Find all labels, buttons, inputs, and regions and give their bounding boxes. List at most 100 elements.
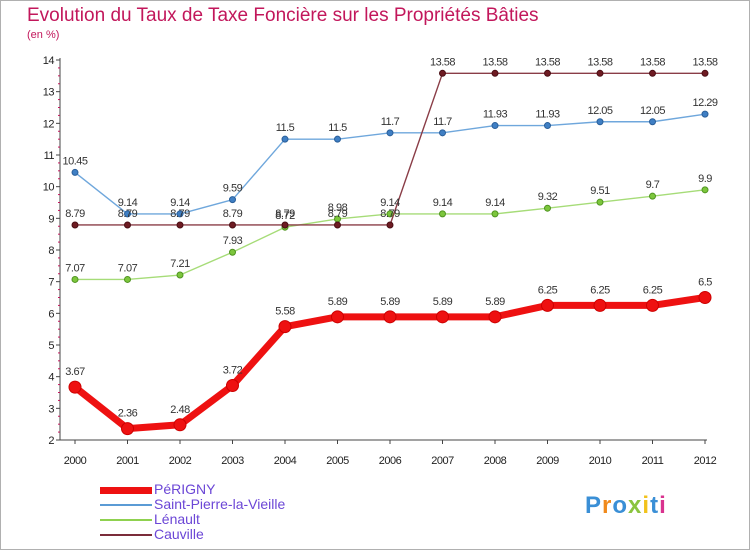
x-tick-label: 2009: [536, 455, 559, 467]
x-tick-label: 2008: [484, 455, 507, 467]
data-point-cauville: [544, 69, 551, 77]
y-tick-label: 7: [48, 277, 54, 289]
data-point-cauville: [281, 221, 289, 229]
data-label-saint-pierre-la-vieille: 12.29: [692, 97, 717, 109]
data-label-saint-pierre-la-vieille: 9.14: [170, 197, 190, 209]
legend-swatch-cauville: [100, 534, 152, 536]
data-label-lenault: 9.14: [380, 197, 400, 209]
data-label-lenault: 9.7: [646, 179, 660, 191]
data-label-cauville: 13.58: [692, 56, 717, 68]
data-label-cauville: 13.58: [640, 56, 665, 68]
data-label-lenault: 8.72: [275, 210, 295, 222]
data-label-cauville: 8.79: [118, 208, 138, 220]
data-point-perigny: [278, 320, 292, 334]
legend-swatch-perigny: [100, 487, 152, 494]
legend-swatch-lenault: [100, 519, 152, 521]
data-label-perigny: 5.58: [275, 306, 295, 318]
data-label-lenault: 9.14: [485, 197, 505, 209]
legend-swatch-saint-pierre: [100, 504, 152, 506]
logo-letter: P: [585, 492, 603, 519]
data-label-cauville: 13.58: [430, 56, 455, 68]
y-tick-label: 2: [48, 435, 54, 447]
legend-label: Lénault: [154, 511, 200, 527]
data-point-perigny: [646, 298, 659, 312]
data-point-cauville: [176, 221, 184, 229]
x-tick-label: 2010: [589, 455, 612, 467]
data-label-cauville: 8.79: [380, 208, 400, 220]
data-label-saint-pierre-la-vieille: 9.59: [223, 183, 243, 195]
x-tick-label: 2004: [274, 455, 297, 467]
data-label-lenault: 7.21: [170, 258, 190, 270]
data-point-saint-pierre-la-vieille: [439, 129, 446, 137]
y-tick-label: 14: [43, 55, 55, 67]
data-label-perigny: 2.48: [170, 404, 190, 416]
data-labels: 10.45 9.14 9.14 9.59 11.5 11.5 11.7 11.7 11.93 11…: [62, 56, 718, 420]
data-point-saint-pierre-la-vieille: [176, 210, 184, 218]
data-label-lenault: 7.07: [65, 262, 85, 274]
x-tick-label: 2000: [64, 455, 87, 467]
data-point-perigny: [121, 422, 134, 436]
data-point-saint-pierre-la-vieille: [386, 129, 394, 137]
data-label-cauville: 13.58: [535, 56, 560, 68]
data-label-cauville: 13.58: [587, 56, 612, 68]
data-label-perigny: 2.36: [118, 408, 138, 420]
data-point-cauville: [491, 69, 499, 77]
data-label-perigny: 6.25: [590, 284, 610, 296]
legend-label: Saint-Pierre-la-Vieille: [154, 496, 286, 512]
data-point-lenault: [701, 186, 709, 194]
series-lenault: [71, 186, 709, 283]
data-point-saint-pierre-la-vieille: [491, 122, 499, 130]
data-point-saint-pierre-la-vieille: [71, 168, 79, 176]
data-point-perigny: [541, 298, 554, 312]
y-tick-label: 9: [48, 213, 54, 225]
x-tick-label: 2011: [642, 455, 664, 467]
data-point-lenault: [649, 192, 656, 200]
logo-letter: i: [659, 492, 667, 519]
logo-letter: o: [612, 492, 629, 519]
data-point-perigny: [331, 310, 344, 324]
axes: 2 3 4 5 6 7 8 9 10 11 12 13 14 2000 2001 2002 2003 2004 20…: [43, 55, 717, 467]
data-label-perigny: 5.89: [328, 296, 348, 308]
data-point-cauville: [701, 69, 709, 77]
legend-label: Cauville: [154, 526, 204, 542]
data-point-perigny: [68, 380, 82, 394]
data-label-saint-pierre-la-vieille: 11.7: [433, 116, 452, 128]
data-point-lenault: [386, 210, 394, 218]
y-tick-label: 13: [43, 87, 55, 99]
data-label-lenault: 7.07: [118, 262, 138, 274]
data-label-lenault: 8.98: [328, 202, 348, 214]
y-tick-label: 10: [43, 182, 55, 194]
data-point-perigny: [698, 291, 712, 304]
data-label-cauville: 8.79: [223, 208, 243, 220]
data-label-saint-pierre-la-vieille: 9.14: [118, 197, 138, 209]
data-label-saint-pierre-la-vieille: 12.05: [587, 105, 612, 117]
data-label-perigny: 5.89: [433, 296, 453, 308]
data-label-perigny: 6.25: [538, 284, 558, 296]
x-tick-label: 2005: [326, 455, 349, 467]
legend-label: PéRIGNY: [154, 481, 216, 497]
series-saint-pierre-la-vieille: [71, 110, 709, 218]
data-point-perigny: [593, 298, 607, 312]
data-point-lenault: [439, 210, 446, 218]
series-layer: [68, 69, 712, 436]
data-label-cauville: 8.79: [170, 208, 190, 220]
data-point-saint-pierre-la-vieille: [334, 135, 341, 143]
data-label-lenault: 9.51: [590, 185, 610, 197]
data-label-saint-pierre-la-vieille: 11.7: [381, 116, 400, 128]
y-tick-label: 3: [48, 403, 54, 415]
data-point-lenault: [229, 248, 236, 256]
data-label-lenault: 7.93: [223, 235, 243, 247]
data-label-perigny: 5.89: [485, 296, 505, 308]
x-tick-label: 2007: [431, 455, 454, 467]
data-label-cauville: 13.58: [482, 56, 507, 68]
y-tick-label: 5: [48, 340, 54, 352]
logo-letter: r: [602, 492, 613, 519]
x-tick-label: 2012: [694, 455, 717, 467]
data-point-perigny: [436, 310, 449, 324]
logo-letter: i: [642, 492, 651, 519]
data-label-cauville: 8.79: [65, 208, 85, 220]
data-label-lenault: 9.14: [433, 197, 453, 209]
data-label-saint-pierre-la-vieille: 10.45: [62, 155, 87, 167]
